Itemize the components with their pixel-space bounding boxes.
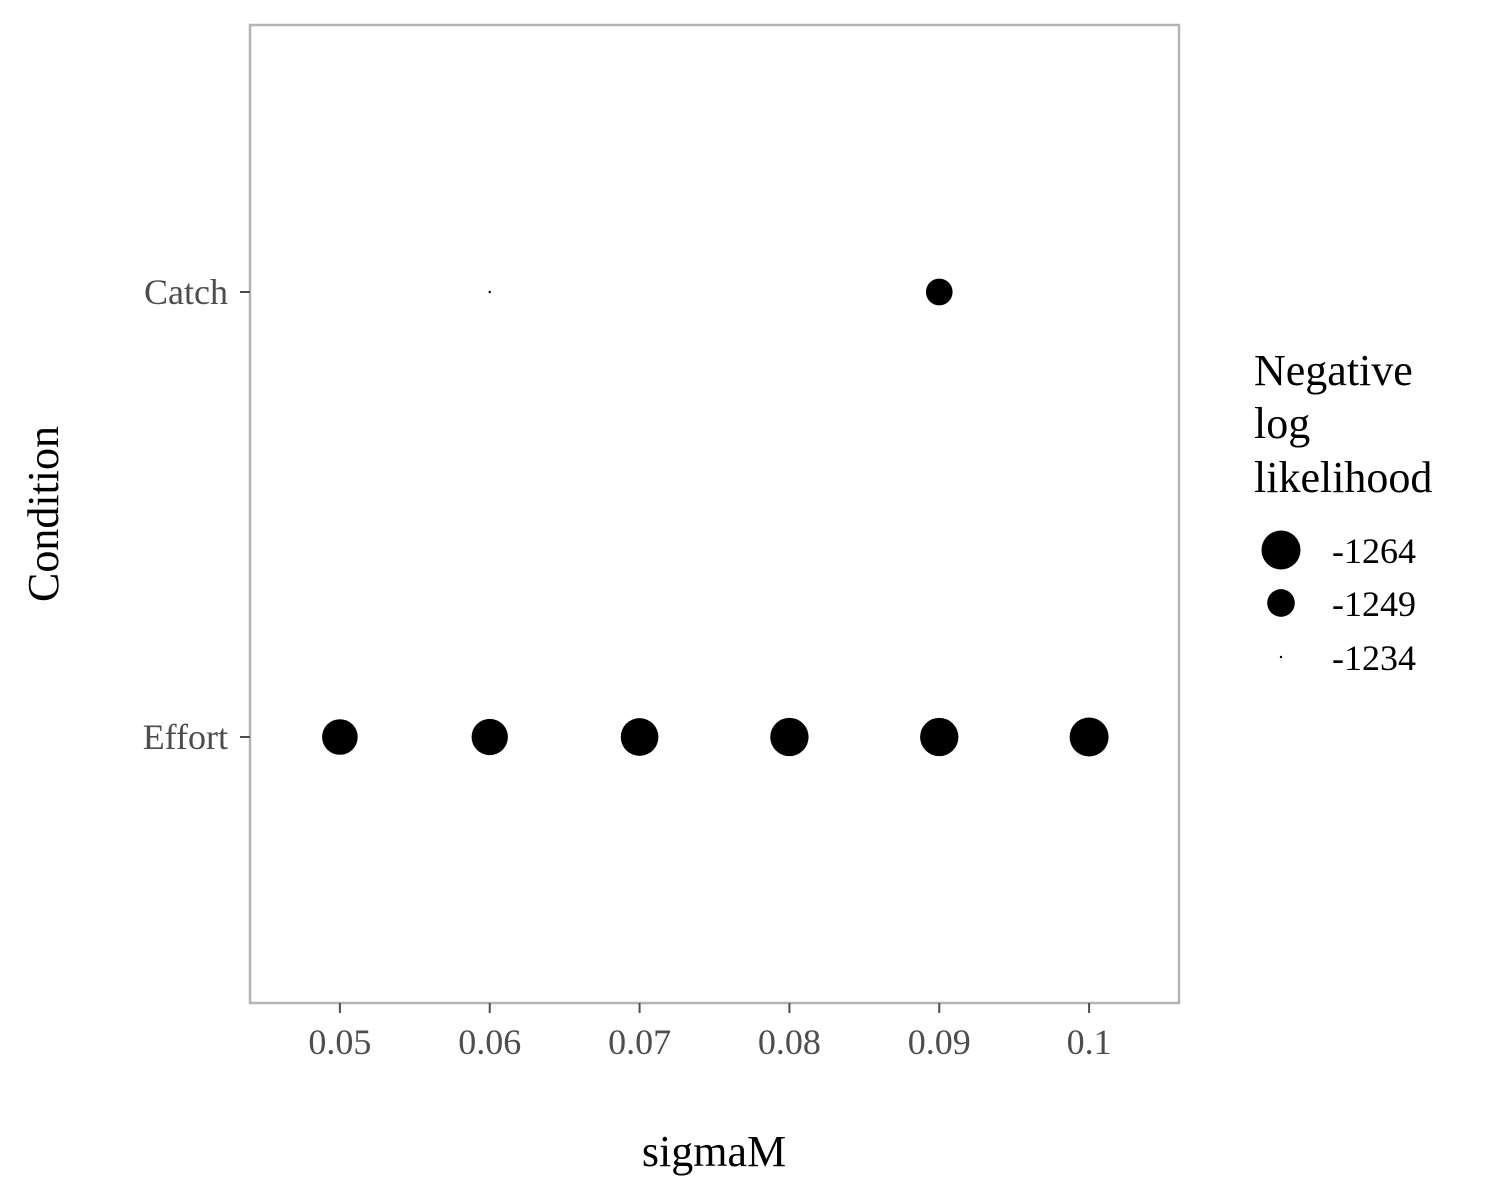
y-tick-label: Effort	[143, 717, 228, 757]
legend-title-line: likelihood	[1254, 453, 1432, 502]
x-tick-label: 0.07	[608, 1022, 671, 1062]
data-point	[620, 718, 659, 756]
y-tick-label: Catch	[144, 272, 228, 312]
data-point	[471, 718, 508, 756]
y-axis-ticks: Catch Effort	[143, 272, 250, 757]
x-tick-label: 0.1	[1067, 1022, 1112, 1062]
legend-key	[1261, 530, 1301, 570]
data-point	[1069, 717, 1109, 757]
legend-title-line: log	[1254, 399, 1310, 448]
data-point	[770, 717, 809, 757]
legend-label: -1249	[1332, 584, 1416, 624]
x-axis-ticks: 0.05 0.06 0.07 0.08 0.09 0.1	[308, 1003, 1112, 1062]
legend-key	[1267, 589, 1295, 617]
size-legend: Negative log likelihood -1264 -1249 -1234	[1254, 346, 1432, 678]
x-tick-label: 0.09	[908, 1022, 971, 1062]
plot-panel	[248, 23, 1181, 1005]
legend-title-line: Negative	[1254, 346, 1413, 395]
data-points	[322, 278, 1109, 757]
data-point	[920, 717, 959, 757]
data-point	[322, 719, 358, 755]
data-point	[925, 278, 953, 306]
legend-title: Negative log likelihood	[1254, 346, 1432, 502]
data-point	[488, 290, 491, 294]
legend-entries: -1264 -1249 -1234	[1261, 530, 1416, 678]
legend-key	[1279, 655, 1283, 659]
x-tick-label: 0.05	[308, 1022, 371, 1062]
x-tick-label: 0.08	[758, 1022, 821, 1062]
y-axis-title: Condition	[19, 426, 68, 602]
legend-label: -1264	[1332, 531, 1416, 571]
x-tick-label: 0.06	[458, 1022, 521, 1062]
legend-label: -1234	[1332, 638, 1416, 678]
x-axis-title: sigmaM	[642, 1127, 786, 1176]
